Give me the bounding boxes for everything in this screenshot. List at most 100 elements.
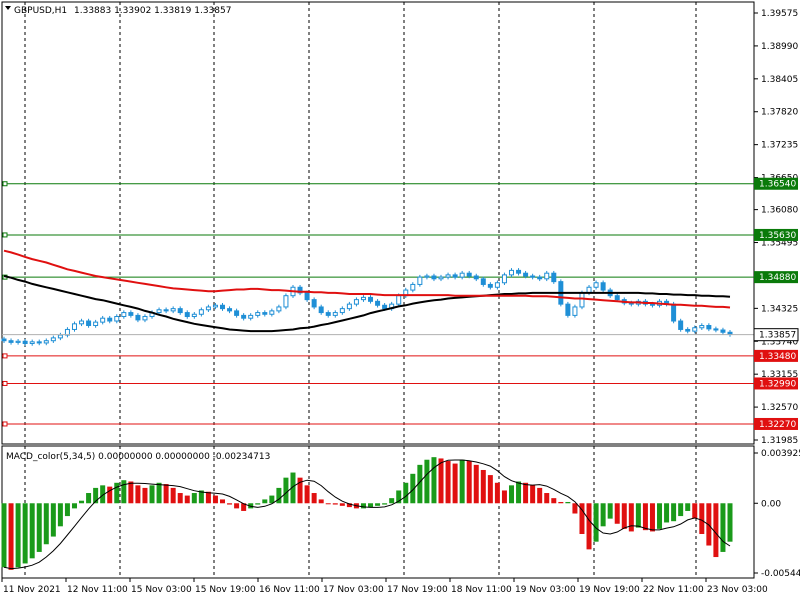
candle-body (262, 312, 268, 315)
candle-body (191, 313, 197, 318)
support-level-handle (2, 353, 8, 359)
macd-bar (424, 459, 430, 504)
macd-bar (368, 503, 374, 508)
macd-bar (149, 485, 155, 504)
macd-bar (508, 485, 514, 504)
candle-body (234, 310, 240, 316)
macd-bar (685, 503, 691, 511)
macd-bar (579, 503, 585, 535)
candle-body (121, 312, 127, 318)
candle-body (304, 292, 310, 301)
macd-tick-label: -0.0054456 (761, 569, 800, 579)
symbol-label: GBPUSD,H1 (14, 6, 67, 16)
collapse-triangle-icon[interactable] (5, 6, 11, 10)
macd-bar (36, 503, 42, 552)
macd-bar (114, 482, 120, 504)
candle-body (424, 275, 430, 278)
candle-body (508, 269, 514, 276)
resistance-level-label: 1.34880 (759, 273, 796, 283)
candle-body (325, 312, 331, 316)
candle-body (43, 340, 49, 344)
macd-signal-line (3, 459, 731, 570)
macd-bar (234, 503, 240, 509)
time-tick-label: 18 Nov 11:00 (451, 585, 512, 595)
macd-bar (100, 485, 106, 504)
macd-bar (487, 475, 493, 504)
price-tick-label: 1.32570 (761, 403, 798, 413)
candle-body (255, 312, 261, 316)
support-level-label-box (754, 417, 798, 430)
time-tick-label: 17 Nov 19:00 (387, 585, 448, 595)
candle-body (283, 295, 289, 308)
macd-bar (565, 501, 571, 504)
support-level-label: 1.33480 (759, 352, 796, 362)
candle-body (227, 308, 233, 312)
macd-bar (727, 503, 733, 542)
macd-bar (607, 503, 613, 519)
macd-bar (332, 503, 338, 505)
macd-bar (523, 482, 529, 504)
candle-body (494, 282, 500, 288)
resistance-level-handle (2, 232, 8, 238)
candle-body (1, 338, 7, 342)
candle-body (339, 308, 345, 314)
candle-body (593, 282, 599, 288)
price-tick-label: 1.38990 (761, 42, 798, 52)
macd-tick-label: 0.00 (761, 499, 781, 509)
current-price-box (753, 328, 799, 342)
resistance-level-label: 1.36540 (759, 180, 796, 190)
macd-bar (614, 503, 620, 524)
candle-body (107, 317, 113, 322)
candle-body (678, 320, 684, 330)
support-level-handle (2, 421, 8, 427)
candle-body (156, 309, 162, 314)
price-tick-label: 1.38405 (761, 75, 798, 85)
macd-bar (459, 459, 465, 504)
fast-moving-average-line (3, 249, 731, 309)
candle-body (57, 334, 63, 339)
macd-bar (628, 503, 634, 532)
macd-bar (635, 503, 641, 528)
macd-bar (346, 503, 352, 508)
price-tick-label: 1.35495 (761, 239, 798, 249)
macd-bar (121, 480, 127, 504)
macd-bar (43, 503, 49, 545)
candle-body (565, 303, 571, 316)
macd-bar (417, 464, 423, 504)
macd-bar (544, 493, 550, 504)
macd-bar (156, 482, 162, 504)
macd-bar (297, 477, 303, 504)
macd-bar (227, 503, 233, 505)
time-tick-label: 19 Nov 19:00 (579, 585, 640, 595)
candle-body (438, 276, 444, 280)
macd-bar (8, 503, 14, 570)
time-axis: 11 Nov 2021 12 Nov 11:00 15 Nov 03:00 15 No… (1, 578, 768, 595)
macd-bar (586, 503, 592, 550)
macd-bar (558, 501, 564, 504)
candle-body (473, 275, 479, 280)
candle-body (501, 274, 507, 284)
macd-bar (22, 503, 28, 564)
price-tick-label: 1.39575 (761, 9, 798, 19)
macd-axis: 0.0039255 0.00 -0.0054456 (754, 449, 800, 579)
macd-bar (494, 482, 500, 504)
macd-bar (593, 503, 599, 542)
candle-body (487, 283, 493, 288)
time-tick-label: 15 Nov 03:00 (131, 585, 192, 595)
candle-body (396, 295, 402, 305)
candle-body (15, 340, 21, 343)
current-price-label: 1.33857 (759, 331, 796, 341)
macd-bar (311, 493, 317, 504)
macd-bar (205, 491, 211, 504)
macd-bar (621, 503, 627, 529)
macd-bar (184, 495, 190, 504)
candle-body (727, 331, 733, 336)
macd-bar (720, 503, 726, 552)
macd-bar (389, 498, 395, 504)
candle-body (720, 329, 726, 333)
macd-bar (649, 503, 655, 532)
candle-body (713, 328, 719, 331)
candle-body (220, 304, 226, 310)
macd-bar (64, 503, 70, 517)
